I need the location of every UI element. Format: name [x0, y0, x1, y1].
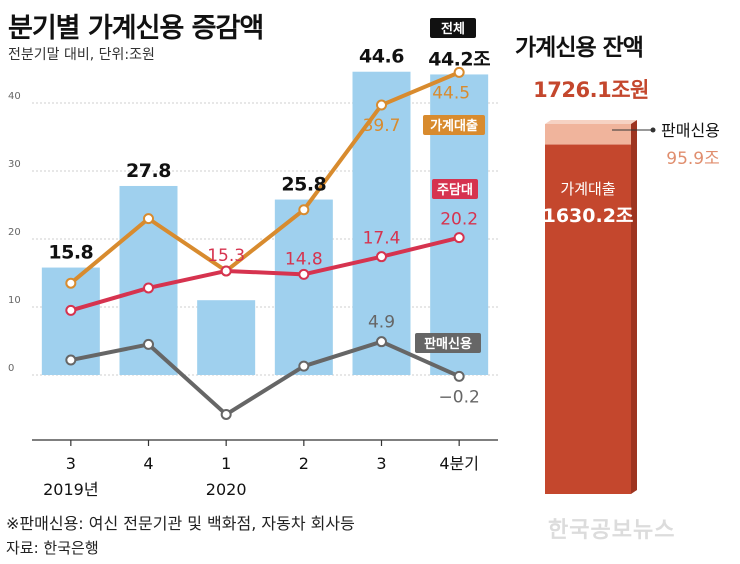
- legend-total-box: [430, 18, 476, 38]
- line-point: [453, 370, 465, 382]
- legend-mortgage-box: [432, 179, 478, 199]
- legend-mortgage: 주담대: [437, 183, 473, 198]
- line-value-label: 39.7: [363, 116, 401, 136]
- line-point: [220, 408, 232, 420]
- line-point: [143, 338, 154, 350]
- bar-value-label: 44.2조: [428, 48, 490, 70]
- y-tick-label: 0: [8, 363, 14, 374]
- line-point: [143, 282, 154, 294]
- bar-value-label: 44.6: [359, 46, 404, 68]
- line-value-label: 14.8: [285, 249, 323, 269]
- line-point: [65, 277, 77, 289]
- x-tick-label: 3: [376, 454, 386, 473]
- bar-value-label: 25.8: [281, 174, 326, 196]
- x-tick-label: 4: [143, 454, 153, 473]
- line-point: [65, 304, 77, 316]
- line-sales-credit: [70, 339, 460, 417]
- bar-value-label: 27.8: [126, 160, 171, 182]
- source-note: 자료: 한국은행: [6, 539, 99, 557]
- line-value-label: 15.3: [207, 246, 245, 266]
- line-household-loans: [69, 70, 460, 285]
- chart-subtitle: 전분기말 대비, 단위:조원: [8, 47, 155, 63]
- stack-sales-credit: [545, 124, 631, 145]
- balance-title: 가계신용 잔액: [515, 35, 644, 61]
- legend-total: 전체: [441, 21, 465, 37]
- stack-side-face: [631, 120, 637, 494]
- stack-main-name: 가계대출: [560, 180, 615, 198]
- legend-household-loans-box: [423, 115, 485, 135]
- stack-top-face: [545, 120, 637, 124]
- legend-sales-credit: 판매신용: [424, 336, 472, 352]
- bar-total: [274, 199, 333, 375]
- callout-name: 판매신용: [661, 121, 720, 140]
- y-tick-label: 10: [8, 295, 21, 306]
- x-tick-label: 2: [299, 454, 309, 473]
- stack-total-label: 1726.1조원: [533, 78, 649, 102]
- x-year-label: 2019년: [43, 480, 98, 499]
- watermark: 한국공보뉴스: [548, 518, 676, 543]
- bar-total: [352, 71, 411, 375]
- line-point: [220, 265, 232, 277]
- line-value-label: 20.2: [440, 210, 478, 230]
- bar-total: [197, 300, 256, 375]
- line-value-label: −0.2: [439, 387, 480, 407]
- legend-household-loans: 가계대출: [430, 118, 478, 134]
- y-tick-label: 40: [8, 91, 21, 102]
- line-point: [376, 336, 387, 348]
- chart-title: 분기별 가계신용 증감액: [8, 13, 264, 44]
- line-value-label: 4.9: [368, 313, 395, 333]
- legend-sales-credit-box: [415, 333, 481, 353]
- line-value-label: 17.4: [363, 229, 401, 249]
- x-tick-label: 4분기: [439, 454, 479, 473]
- bar-value-label: 15.8: [48, 242, 93, 264]
- line-value-label: 44.5: [432, 83, 470, 103]
- line-point: [65, 354, 77, 366]
- line-point: [376, 99, 387, 111]
- x-tick-label: 3: [66, 454, 76, 473]
- footnote: ※판매신용: 여신 전문기관 및 백화점, 자동차 회사등: [6, 514, 355, 533]
- line-point: [453, 232, 465, 244]
- callout-value: 95.9조: [666, 149, 720, 169]
- line-point: [298, 268, 310, 280]
- line-mortgage: [70, 235, 460, 313]
- callout-dot: [650, 127, 656, 133]
- x-year-label: 2020: [206, 480, 247, 499]
- stack-household-loans: [545, 144, 631, 494]
- stack-main-value: 1630.2조: [543, 205, 634, 227]
- line-point: [453, 66, 465, 78]
- line-point: [298, 204, 310, 216]
- x-tick-label: 1: [221, 454, 231, 473]
- y-tick-label: 30: [8, 159, 21, 170]
- line-point: [376, 251, 387, 263]
- line-point: [143, 213, 154, 225]
- line-point: [298, 360, 310, 372]
- y-tick-label: 20: [8, 227, 21, 238]
